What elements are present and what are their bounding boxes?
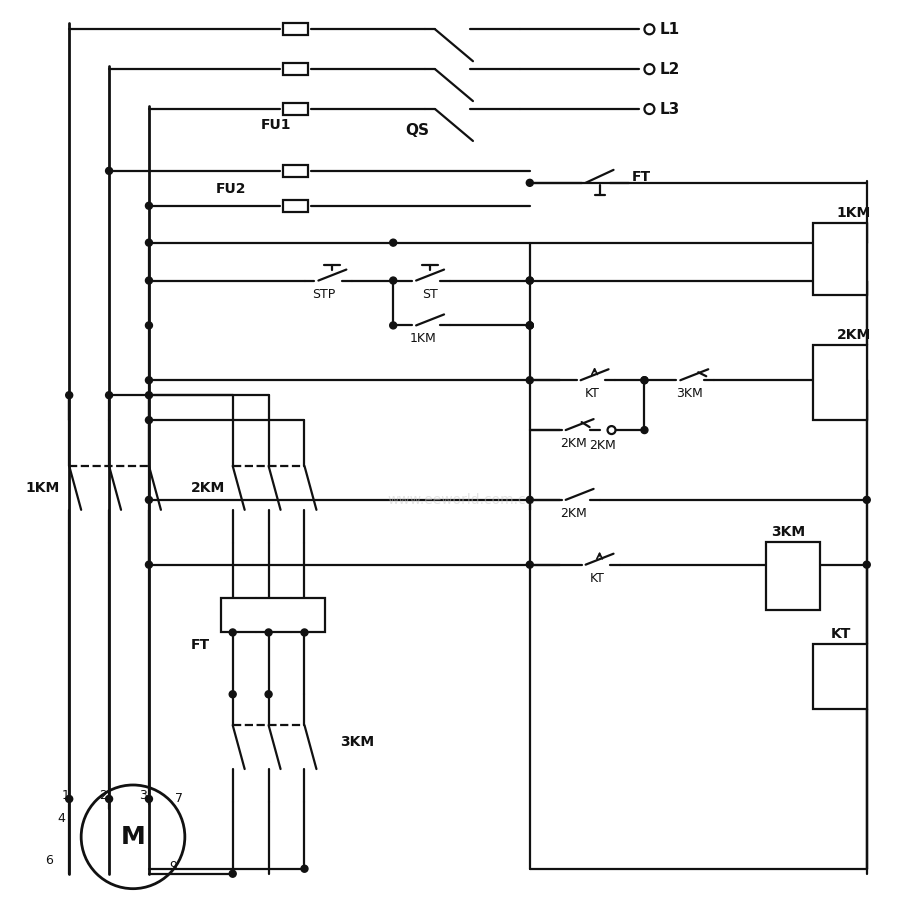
Circle shape <box>146 377 152 384</box>
Circle shape <box>526 322 533 329</box>
Circle shape <box>146 496 152 503</box>
Circle shape <box>266 629 272 636</box>
Text: FT: FT <box>632 170 651 184</box>
Text: 3: 3 <box>139 790 147 803</box>
Text: L2: L2 <box>659 62 680 76</box>
Text: 2KM: 2KM <box>191 480 225 495</box>
Text: M: M <box>121 824 146 849</box>
Circle shape <box>230 691 236 698</box>
Circle shape <box>146 239 152 246</box>
Circle shape <box>146 322 152 329</box>
Text: FU2: FU2 <box>216 182 246 196</box>
Bar <box>813 644 867 709</box>
Text: 2KM: 2KM <box>589 439 616 451</box>
Text: QS: QS <box>405 124 429 138</box>
Circle shape <box>390 239 396 246</box>
Text: KT: KT <box>585 387 599 399</box>
Bar <box>282 165 309 177</box>
Text: 1KM: 1KM <box>410 332 437 345</box>
Circle shape <box>106 391 112 399</box>
Circle shape <box>641 377 648 384</box>
Circle shape <box>641 377 648 384</box>
Text: 3KM: 3KM <box>340 735 374 749</box>
Circle shape <box>146 202 152 209</box>
Circle shape <box>146 277 152 284</box>
Circle shape <box>106 167 112 175</box>
Bar <box>282 103 309 115</box>
Circle shape <box>641 427 648 433</box>
Circle shape <box>146 561 152 568</box>
Circle shape <box>390 277 396 284</box>
Circle shape <box>526 277 533 284</box>
Circle shape <box>863 561 870 568</box>
Circle shape <box>526 322 533 329</box>
Bar <box>766 541 820 610</box>
Text: FT: FT <box>191 639 210 652</box>
Text: L1: L1 <box>659 22 680 36</box>
Circle shape <box>230 870 236 877</box>
Circle shape <box>526 322 533 329</box>
Text: 7: 7 <box>175 793 183 805</box>
Text: 4: 4 <box>57 813 65 825</box>
Text: 2: 2 <box>99 790 107 803</box>
Circle shape <box>301 865 308 872</box>
Text: www.eeworld.com.cn: www.eeworld.com.cn <box>387 493 535 507</box>
Circle shape <box>526 496 533 503</box>
Circle shape <box>266 691 272 698</box>
Circle shape <box>301 629 308 636</box>
Circle shape <box>526 179 533 187</box>
Text: 2KM: 2KM <box>560 507 586 521</box>
Text: 1KM: 1KM <box>837 206 871 219</box>
Text: 1: 1 <box>61 790 69 803</box>
Text: STP: STP <box>313 288 336 301</box>
Text: FU1: FU1 <box>261 118 291 132</box>
Bar <box>282 200 309 212</box>
Bar <box>220 598 325 632</box>
Text: 2KM: 2KM <box>560 437 586 450</box>
Text: 9: 9 <box>169 860 177 874</box>
Circle shape <box>526 561 533 568</box>
Circle shape <box>146 391 152 399</box>
Text: KT: KT <box>589 572 605 585</box>
Circle shape <box>65 391 73 399</box>
Text: 1KM: 1KM <box>25 480 60 495</box>
Text: 6: 6 <box>45 854 53 867</box>
Circle shape <box>146 795 152 803</box>
Bar <box>282 24 309 35</box>
Circle shape <box>230 629 236 636</box>
Circle shape <box>863 496 870 503</box>
Circle shape <box>390 322 396 329</box>
Bar <box>282 63 309 76</box>
Text: 3KM: 3KM <box>677 387 703 399</box>
Circle shape <box>106 795 112 803</box>
Bar <box>813 345 867 420</box>
Circle shape <box>526 377 533 384</box>
Circle shape <box>526 277 533 284</box>
Text: 3KM: 3KM <box>771 525 805 539</box>
Circle shape <box>65 795 73 803</box>
Circle shape <box>146 417 152 423</box>
Text: KT: KT <box>831 628 851 642</box>
Text: 2KM: 2KM <box>837 329 871 342</box>
Bar <box>813 223 867 296</box>
Text: L3: L3 <box>659 102 680 116</box>
Text: ST: ST <box>422 288 438 301</box>
